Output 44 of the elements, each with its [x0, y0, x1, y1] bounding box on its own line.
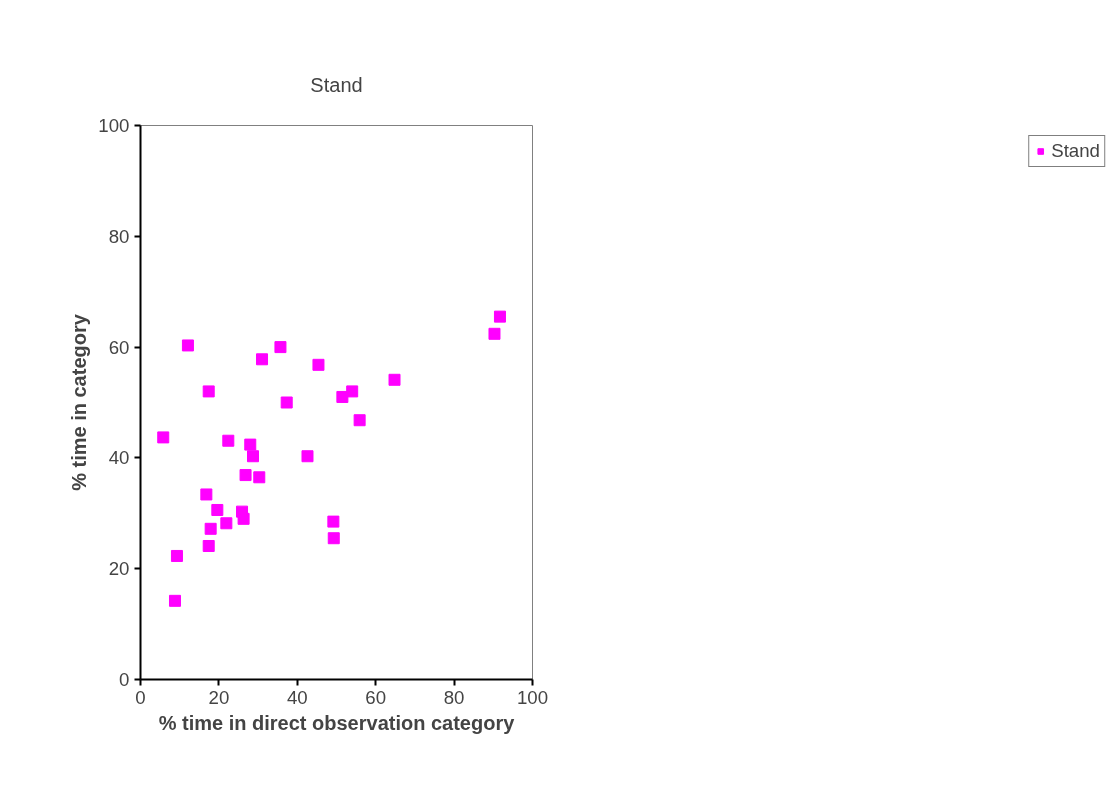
point — [346, 385, 359, 398]
point — [493, 310, 506, 323]
point — [237, 512, 250, 525]
legend-label: Stand — [1051, 140, 1100, 162]
point — [256, 353, 269, 366]
point — [280, 396, 293, 409]
y-tick-label: 20 — [108, 558, 130, 580]
y-tick-label: 40 — [108, 447, 130, 469]
point — [204, 522, 217, 535]
point — [211, 503, 224, 516]
point — [202, 385, 215, 398]
x-tick-label: 20 — [208, 686, 230, 708]
point — [488, 327, 501, 340]
point — [388, 373, 401, 386]
point — [222, 434, 235, 447]
point — [220, 517, 233, 530]
point — [327, 515, 340, 528]
x-tick-label: 40 — [286, 686, 308, 708]
point — [170, 549, 183, 562]
point — [157, 431, 170, 444]
y-tick-label: 0 — [119, 669, 130, 690]
point — [312, 358, 325, 371]
point — [202, 539, 215, 552]
y-axis-title: % time in category — [68, 313, 91, 491]
point — [253, 471, 266, 484]
point — [301, 450, 314, 463]
point — [274, 341, 287, 354]
x-tick-label: 80 — [443, 686, 465, 708]
point — [181, 339, 194, 352]
y-tick-label: 80 — [108, 225, 130, 247]
point — [239, 469, 252, 482]
point — [244, 438, 257, 451]
point — [169, 594, 181, 607]
x-axis-title: % time in direct observation category — [158, 711, 516, 734]
y-tick-label: 60 — [108, 336, 130, 358]
point — [327, 532, 340, 545]
x-tick-label: 60 — [365, 686, 387, 708]
chart-title: Stand — [310, 73, 363, 96]
point — [247, 450, 259, 463]
x-tick-label: 100 — [516, 686, 549, 708]
y-tick-label: 100 — [98, 115, 130, 136]
point — [353, 414, 366, 427]
point — [200, 488, 213, 501]
x-tick-label: 0 — [135, 686, 146, 708]
